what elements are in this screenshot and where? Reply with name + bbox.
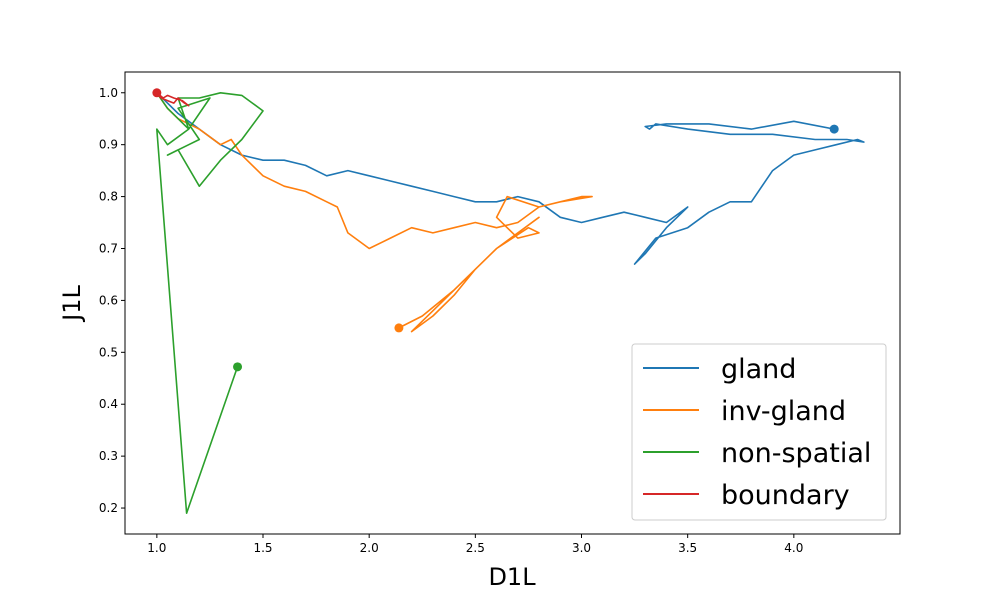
series-line-gland xyxy=(156,92,865,265)
legend-label-inv-gland: inv-gland xyxy=(721,396,846,427)
plot-frame xyxy=(124,71,901,535)
series-end-marker-non-spatial xyxy=(233,362,243,372)
series-line-inv-gland xyxy=(156,92,593,333)
series-line-boundary xyxy=(156,92,190,107)
y-tick-label: 0.5 xyxy=(99,345,118,359)
x-tick-label: 3.0 xyxy=(572,541,591,555)
y-tick-label: 0.4 xyxy=(99,397,118,411)
plot-layer xyxy=(152,88,865,515)
x-tick-label: 2.0 xyxy=(360,541,379,555)
x-tick-label: 2.5 xyxy=(466,541,485,555)
legend-box xyxy=(631,343,887,521)
x-tick-label: 1.0 xyxy=(147,541,166,555)
y-tick-label: 0.2 xyxy=(99,501,118,515)
series-end-marker-gland xyxy=(829,124,839,134)
x-tick-label: 4.0 xyxy=(784,541,803,555)
x-axis-title: D1L xyxy=(488,563,536,591)
series-end-marker-boundary xyxy=(152,88,162,98)
y-tick-label: 0.8 xyxy=(99,190,118,204)
legend-label-boundary: boundary xyxy=(721,480,850,511)
ticks-layer: 1.0 1.5 2.0 2.5 3.0 3.5 4.0 0.2 0.3 0.4 0.5 0.6 0.7 0… xyxy=(99,86,803,555)
series-line-non-spatial xyxy=(156,92,264,515)
x-tick-label: 1.5 xyxy=(253,541,272,555)
y-tick-label: 0.9 xyxy=(99,138,118,152)
y-tick-label: 0.6 xyxy=(99,293,118,307)
y-tick-label: 0.7 xyxy=(99,241,118,255)
legend: gland inv-gland non-spatial boundary xyxy=(631,343,887,521)
y-tick-label: 0.3 xyxy=(99,449,118,463)
x-tick-label: 3.5 xyxy=(678,541,697,555)
legend-label-gland: gland xyxy=(721,354,796,385)
y-tick-label: 1.0 xyxy=(99,86,118,100)
legend-label-non-spatial: non-spatial xyxy=(721,438,871,469)
y-axis-title: J1L xyxy=(58,285,86,323)
series-end-marker-inv-gland xyxy=(394,323,404,333)
